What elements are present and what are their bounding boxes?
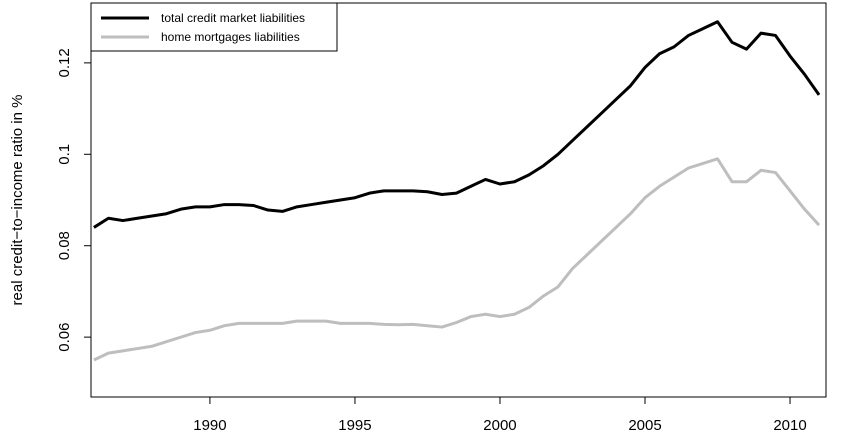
y-tick-label: 0.1 <box>56 144 73 165</box>
x-tick-label: 2000 <box>483 417 516 434</box>
x-tick-label: 2010 <box>773 417 806 434</box>
x-tick-label: 1995 <box>338 417 371 434</box>
plot-frame <box>90 2 827 398</box>
x-tick-label: 2005 <box>628 417 661 434</box>
data-line <box>93 157 821 362</box>
data-line <box>93 20 821 229</box>
legend-label: home mortgages liabilities <box>161 30 300 44</box>
y-tick-label: 0.08 <box>56 231 73 260</box>
y-tick-label: 0.12 <box>56 48 73 77</box>
legend-box <box>90 2 338 52</box>
x-tick-label: 1990 <box>193 417 226 434</box>
legend-label: total credit market liabilities <box>161 11 305 25</box>
y-tick-label: 0.06 <box>56 323 73 352</box>
y-axis-label: real credit−to−income ratio in % <box>9 95 26 306</box>
